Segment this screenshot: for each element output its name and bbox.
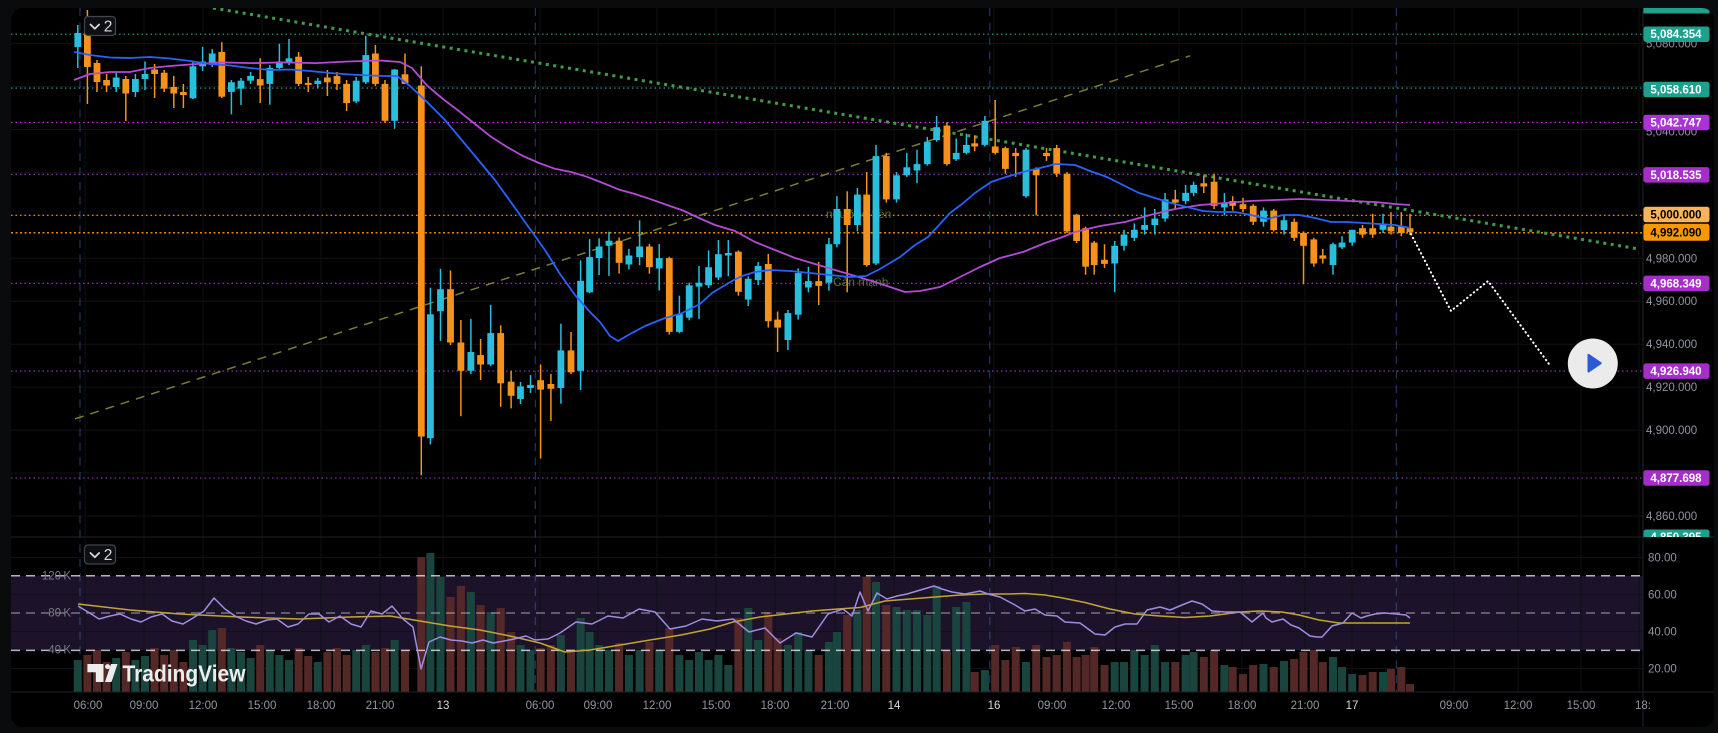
svg-text:4,992.090: 4,992.090 [1650,227,1701,239]
svg-text:4,900.000: 4,900.000 [1646,425,1697,437]
svg-text:5,018.535: 5,018.535 [1650,170,1702,182]
svg-text:4,926.940: 4,926.940 [1650,366,1701,378]
svg-text:06:00: 06:00 [526,700,555,712]
svg-text:15:00: 15:00 [1567,700,1596,712]
svg-text:20.00: 20.00 [1648,664,1677,676]
svg-text:5,084.354: 5,084.354 [1650,29,1702,41]
svg-text:12:00: 12:00 [1504,700,1533,712]
svg-text:4,850.395: 4,850.395 [1650,532,1702,544]
svg-text:80 K: 80 K [48,608,71,620]
svg-text:4,920.000: 4,920.000 [1646,382,1697,394]
svg-text:4,968.349: 4,968.349 [1650,278,1701,290]
svg-text:80.00: 80.00 [1648,553,1677,565]
svg-text:5,000.000: 5,000.000 [1650,210,1701,222]
svg-text:12:00: 12:00 [189,700,218,712]
svg-text:60.00: 60.00 [1648,590,1677,602]
svg-text:16: 16 [988,700,1001,712]
svg-text:40 K: 40 K [48,645,71,657]
svg-text:4,960.000: 4,960.000 [1646,296,1697,308]
svg-text:09:00: 09:00 [130,700,159,712]
svg-text:18:00: 18:00 [307,700,336,712]
svg-text:15:00: 15:00 [702,700,731,712]
svg-text:12:00: 12:00 [643,700,672,712]
svg-text:2: 2 [104,547,113,564]
svg-text:15:00: 15:00 [248,700,277,712]
svg-text:14: 14 [888,700,901,712]
svg-text:12:00: 12:00 [1102,700,1131,712]
svg-text:17: 17 [1346,700,1359,712]
svg-text:09:00: 09:00 [1038,700,1067,712]
svg-text:21:00: 21:00 [366,700,395,712]
svg-text:09:00: 09:00 [584,700,613,712]
svg-text:18:: 18: [1635,700,1651,712]
svg-text:40.00: 40.00 [1648,627,1677,639]
svg-text:120 K: 120 K [42,571,71,583]
svg-text:18:00: 18:00 [1228,700,1257,712]
svg-text:06:00: 06:00 [74,700,103,712]
svg-text:4,860.000: 4,860.000 [1646,511,1697,523]
svg-text:21:00: 21:00 [1291,700,1320,712]
svg-text:4,877.698: 4,877.698 [1650,473,1702,485]
svg-text:15:00: 15:00 [1165,700,1194,712]
svg-text:13: 13 [437,700,450,712]
svg-text:18:00: 18:00 [761,700,790,712]
svg-text:09:00: 09:00 [1440,700,1469,712]
svg-text:21:00: 21:00 [821,700,850,712]
svg-text:4,940.000: 4,940.000 [1646,339,1697,351]
svg-text:5,042.747: 5,042.747 [1650,117,1701,129]
svg-text:4,980.000: 4,980.000 [1646,253,1697,265]
svg-text:5,058.610: 5,058.610 [1650,85,1701,97]
svg-text:TradingView: TradingView [123,661,246,687]
svg-text:2: 2 [104,19,113,36]
